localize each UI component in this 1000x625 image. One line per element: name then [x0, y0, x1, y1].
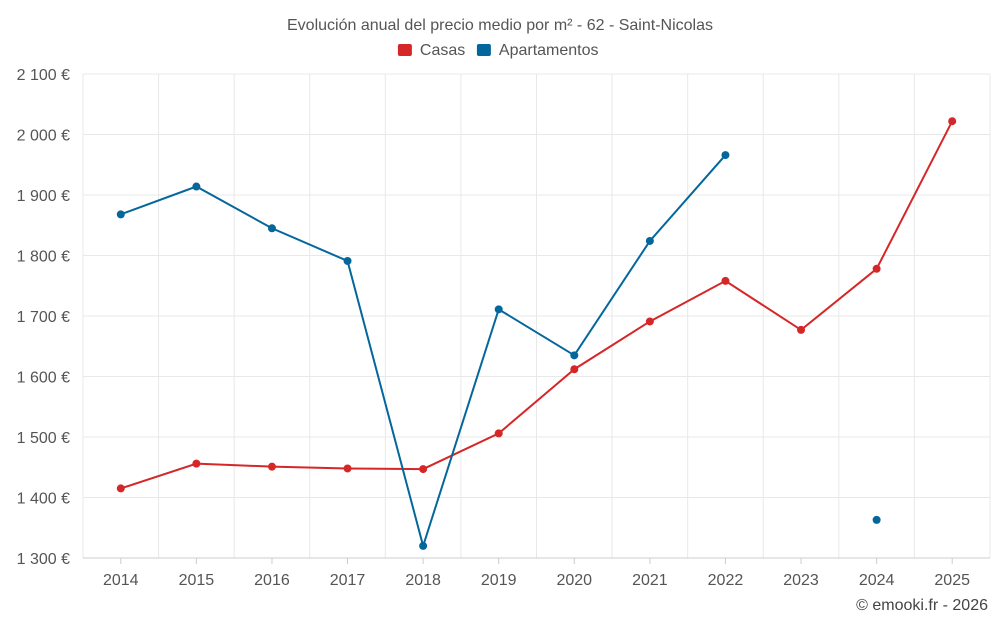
x-tick-label: 2023: [783, 572, 819, 589]
data-point[interactable]: [419, 541, 428, 550]
data-point[interactable]: [343, 464, 352, 473]
data-point[interactable]: [419, 465, 428, 474]
y-tick-label: 1 300 €: [17, 551, 70, 568]
data-point[interactable]: [267, 462, 276, 471]
legend-item-casas[interactable]: Casas: [397, 42, 465, 59]
y-tick-label: 1 500 €: [17, 430, 70, 447]
data-point[interactable]: [192, 459, 201, 468]
data-point[interactable]: [116, 484, 125, 493]
y-tick-label: 1 400 €: [17, 491, 70, 508]
data-point[interactable]: [721, 276, 730, 285]
data-point[interactable]: [645, 236, 654, 245]
legend-label: Casas: [420, 42, 465, 59]
data-point[interactable]: [267, 224, 276, 233]
grid: [82, 73, 991, 559]
data-point[interactable]: [494, 305, 503, 314]
x-tick-label: 2016: [254, 572, 290, 589]
series-layer: [116, 117, 957, 550]
x-tick-label: 2018: [405, 572, 441, 589]
data-point[interactable]: [797, 325, 806, 334]
series-apartamentos: [116, 151, 881, 550]
y-tick-label: 1 800 €: [17, 249, 70, 266]
series-line: [120, 154, 727, 550]
y-tick-label: 2 000 €: [17, 128, 70, 145]
chart-title: Evolución anual del precio medio por m² …: [287, 17, 713, 34]
x-tick-label: 2024: [859, 572, 895, 589]
x-tick-label: 2015: [179, 572, 215, 589]
data-point[interactable]: [872, 515, 881, 524]
data-point[interactable]: [116, 210, 125, 219]
legend-item-apartamentos[interactable]: Apartamentos: [476, 42, 599, 59]
data-point[interactable]: [192, 182, 201, 191]
axes: 1 300 € 1 400 € 1 500 € 1 600 € 1 700 € 1 800…: [17, 67, 990, 589]
data-point[interactable]: [872, 264, 881, 273]
data-point[interactable]: [570, 365, 579, 374]
x-tick-label: 2020: [556, 572, 592, 589]
y-tick-label: 1 600 €: [17, 370, 70, 387]
x-tick-label: 2017: [330, 572, 366, 589]
y-tick-label: 2 100 €: [17, 67, 70, 84]
legend-swatch: [397, 44, 412, 56]
legend: Casas Apartamentos: [397, 42, 599, 59]
data-point[interactable]: [494, 429, 503, 438]
x-tick-label: 2014: [103, 572, 139, 589]
data-point[interactable]: [948, 117, 957, 126]
y-tick-label: 1 700 €: [17, 309, 70, 326]
credit-text: © emooki.fr - 2026: [856, 597, 988, 614]
x-tick-label: 2021: [632, 572, 668, 589]
y-tick-label: 1 900 €: [17, 188, 70, 205]
series-line: [120, 120, 954, 490]
x-tick-label: 2019: [481, 572, 517, 589]
series-casas: [116, 117, 957, 493]
data-point[interactable]: [645, 317, 654, 326]
x-tick-label: 2025: [934, 572, 970, 589]
data-point[interactable]: [343, 256, 352, 265]
data-point[interactable]: [721, 151, 730, 160]
x-tick-label: 2022: [708, 572, 744, 589]
data-point[interactable]: [570, 351, 579, 360]
legend-label: Apartamentos: [499, 42, 599, 59]
legend-swatch: [476, 44, 491, 56]
